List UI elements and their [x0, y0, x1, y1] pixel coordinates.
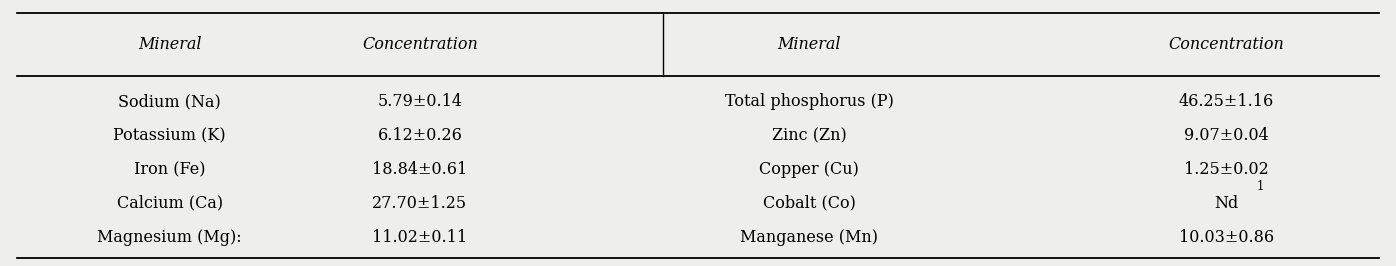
- Text: 9.07±0.04: 9.07±0.04: [1184, 127, 1269, 144]
- Text: Mineral: Mineral: [138, 36, 201, 53]
- Text: Concentration: Concentration: [362, 36, 477, 53]
- Text: 11.02±0.11: 11.02±0.11: [373, 229, 468, 246]
- Text: Cobalt (Co): Cobalt (Co): [762, 195, 856, 212]
- Text: Manganese (Mn): Manganese (Mn): [740, 229, 878, 246]
- Text: Zinc (Zn): Zinc (Zn): [772, 127, 846, 144]
- Text: Concentration: Concentration: [1168, 36, 1284, 53]
- Text: Copper (Cu): Copper (Cu): [759, 161, 859, 178]
- Text: 1.25±0.02: 1.25±0.02: [1184, 161, 1269, 178]
- Text: Magnesium (Mg):: Magnesium (Mg):: [98, 229, 242, 246]
- Text: 46.25±1.16: 46.25±1.16: [1178, 93, 1275, 110]
- Text: Potassium (K): Potassium (K): [113, 127, 226, 144]
- Text: 18.84±0.61: 18.84±0.61: [373, 161, 468, 178]
- Text: Nd: Nd: [1215, 195, 1238, 212]
- Text: 6.12±0.26: 6.12±0.26: [377, 127, 462, 144]
- Text: Calcium (Ca): Calcium (Ca): [117, 195, 223, 212]
- Text: Mineral: Mineral: [778, 36, 840, 53]
- Text: Iron (Fe): Iron (Fe): [134, 161, 205, 178]
- Text: 1: 1: [1256, 180, 1265, 193]
- Text: 27.70±1.25: 27.70±1.25: [373, 195, 468, 212]
- Text: 10.03±0.86: 10.03±0.86: [1178, 229, 1275, 246]
- Text: 5.79±0.14: 5.79±0.14: [377, 93, 462, 110]
- Text: Sodium (Na): Sodium (Na): [119, 93, 221, 110]
- Text: Total phosphorus (P): Total phosphorus (P): [725, 93, 893, 110]
